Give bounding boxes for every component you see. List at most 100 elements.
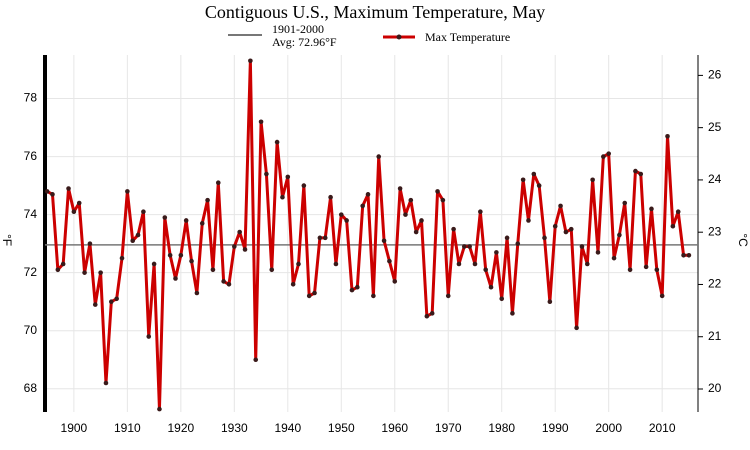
data-point bbox=[173, 276, 178, 281]
data-point bbox=[44, 189, 50, 194]
data-point bbox=[515, 241, 521, 246]
data-point bbox=[488, 284, 494, 290]
data-point bbox=[531, 171, 537, 177]
y2-tick-label: 20 bbox=[708, 381, 722, 395]
data-point bbox=[194, 290, 200, 296]
data-point bbox=[71, 209, 77, 215]
data-point bbox=[333, 261, 339, 267]
x-tick-label: 1990 bbox=[542, 421, 569, 435]
legend-label: 1901-2000 bbox=[272, 22, 324, 36]
data-point bbox=[371, 293, 376, 299]
data-point bbox=[526, 218, 531, 223]
data-point bbox=[584, 261, 590, 267]
data-point bbox=[461, 244, 467, 249]
data-point bbox=[189, 258, 194, 264]
data-point bbox=[445, 293, 451, 299]
y-tick-label: 76 bbox=[24, 149, 38, 163]
data-point bbox=[349, 287, 355, 293]
data-point bbox=[536, 183, 542, 188]
data-point bbox=[510, 311, 515, 316]
x-tick-label: 1940 bbox=[274, 421, 301, 435]
data-point bbox=[248, 58, 253, 64]
data-point bbox=[274, 139, 280, 145]
data-point bbox=[55, 267, 61, 273]
x-tick-label: 1970 bbox=[435, 421, 462, 435]
data-point bbox=[574, 325, 579, 331]
data-point bbox=[408, 197, 414, 203]
data-point bbox=[210, 267, 216, 273]
data-point bbox=[520, 177, 526, 183]
data-point bbox=[338, 212, 344, 217]
data-point bbox=[205, 197, 210, 203]
data-point bbox=[638, 171, 644, 177]
data-point bbox=[670, 223, 676, 229]
x-tick-label: 1910 bbox=[114, 421, 141, 435]
data-point bbox=[269, 267, 275, 273]
data-point bbox=[392, 279, 398, 284]
data-point bbox=[215, 180, 221, 186]
data-point bbox=[659, 293, 665, 299]
data-point bbox=[306, 293, 312, 299]
data-point bbox=[595, 250, 601, 255]
data-point bbox=[162, 215, 168, 220]
y2-tick-label: 21 bbox=[708, 329, 722, 343]
y2-tick-label: 22 bbox=[708, 277, 722, 291]
data-point bbox=[563, 229, 569, 235]
data-point bbox=[547, 299, 553, 305]
data-point bbox=[141, 209, 146, 215]
data-point bbox=[440, 197, 446, 203]
data-point bbox=[60, 261, 66, 267]
data-point bbox=[360, 203, 365, 209]
data-point bbox=[151, 261, 157, 267]
data-point bbox=[403, 212, 408, 217]
data-point bbox=[483, 267, 488, 273]
data-point bbox=[643, 264, 649, 270]
data-point bbox=[290, 281, 296, 287]
data-point bbox=[98, 270, 103, 275]
chart-title: Contiguous U.S., Maximum Temperature, Ma… bbox=[205, 2, 545, 22]
data-point bbox=[178, 252, 184, 258]
y2-tick-label: 24 bbox=[708, 172, 722, 186]
data-point bbox=[435, 189, 440, 194]
y-tick-label: 70 bbox=[24, 323, 38, 337]
data-point bbox=[87, 241, 93, 246]
data-point bbox=[494, 250, 499, 255]
data-point bbox=[157, 406, 162, 412]
data-point bbox=[504, 235, 510, 241]
data-point bbox=[478, 209, 483, 215]
data-point bbox=[253, 357, 259, 363]
data-point bbox=[381, 238, 387, 244]
data-point bbox=[312, 290, 317, 296]
data-point bbox=[199, 221, 205, 226]
data-point bbox=[617, 232, 622, 238]
data-point bbox=[82, 270, 87, 275]
data-point bbox=[355, 284, 360, 290]
data-point bbox=[387, 258, 392, 264]
legend-label: Max Temperature bbox=[425, 30, 510, 44]
x-tick-label: 1930 bbox=[221, 421, 248, 435]
data-point bbox=[424, 313, 430, 319]
data-point bbox=[317, 235, 323, 241]
x-tick-label: 1920 bbox=[167, 421, 194, 435]
data-point bbox=[552, 223, 558, 229]
data-point bbox=[167, 252, 173, 258]
data-point bbox=[135, 232, 141, 238]
y2-axis-label: °C bbox=[736, 233, 750, 247]
y2-tick-label: 26 bbox=[708, 68, 722, 82]
data-point bbox=[242, 247, 248, 252]
y-tick-label: 68 bbox=[24, 381, 38, 395]
data-point bbox=[221, 279, 226, 284]
data-line bbox=[46, 59, 689, 411]
data-point bbox=[114, 296, 119, 302]
y-tick-label: 74 bbox=[24, 207, 38, 221]
data-point bbox=[590, 177, 595, 183]
data-point bbox=[665, 133, 670, 139]
data-point bbox=[109, 299, 114, 305]
data-point bbox=[467, 244, 472, 249]
data-point bbox=[66, 186, 71, 191]
data-point bbox=[419, 218, 424, 223]
data-point bbox=[232, 244, 237, 249]
data-point bbox=[579, 244, 585, 249]
data-point bbox=[413, 229, 419, 235]
